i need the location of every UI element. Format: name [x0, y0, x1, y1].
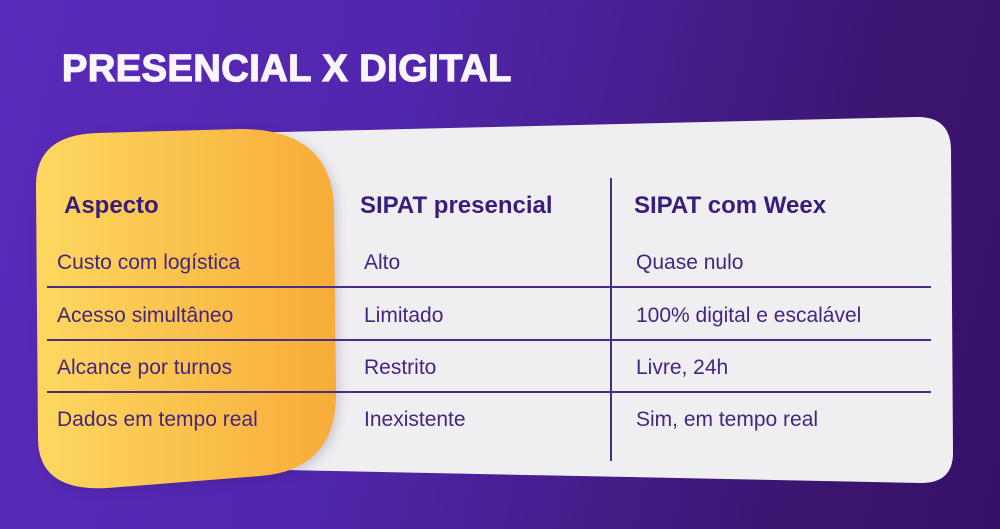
column-header-aspecto: Aspecto	[64, 192, 159, 219]
yellow-card-shape	[36, 129, 337, 489]
column-header-sipat-presencial: SIPAT presencial	[360, 192, 553, 219]
row-2-aspect: Acesso simultâneo	[57, 304, 234, 327]
row-1-aspect: Custo com logística	[57, 251, 241, 274]
row-3-presencial: Restrito	[364, 356, 437, 379]
row-divider-3	[47, 391, 931, 393]
row-4-presencial: Inexistente	[364, 408, 466, 431]
row-divider-1	[47, 286, 931, 288]
column-header-sipat-com-weex: SIPAT com Weex	[634, 192, 827, 219]
row-divider-2	[47, 339, 931, 341]
row-2-presencial: Limitado	[364, 304, 444, 327]
row-4-aspect: Dados em tempo real	[57, 408, 258, 431]
row-2-weex: 100% digital e escalável	[636, 304, 862, 327]
page-title: PRESENCIAL X DIGITAL	[61, 47, 512, 90]
row-1-weex: Quase nulo	[636, 251, 744, 274]
column-divider	[610, 178, 612, 461]
row-3-weex: Livre, 24h	[636, 356, 729, 379]
row-3-aspect: Alcance por turnos	[57, 356, 233, 379]
row-1-presencial: Alto	[364, 251, 401, 274]
row-4-weex: Sim, em tempo real	[636, 408, 819, 431]
